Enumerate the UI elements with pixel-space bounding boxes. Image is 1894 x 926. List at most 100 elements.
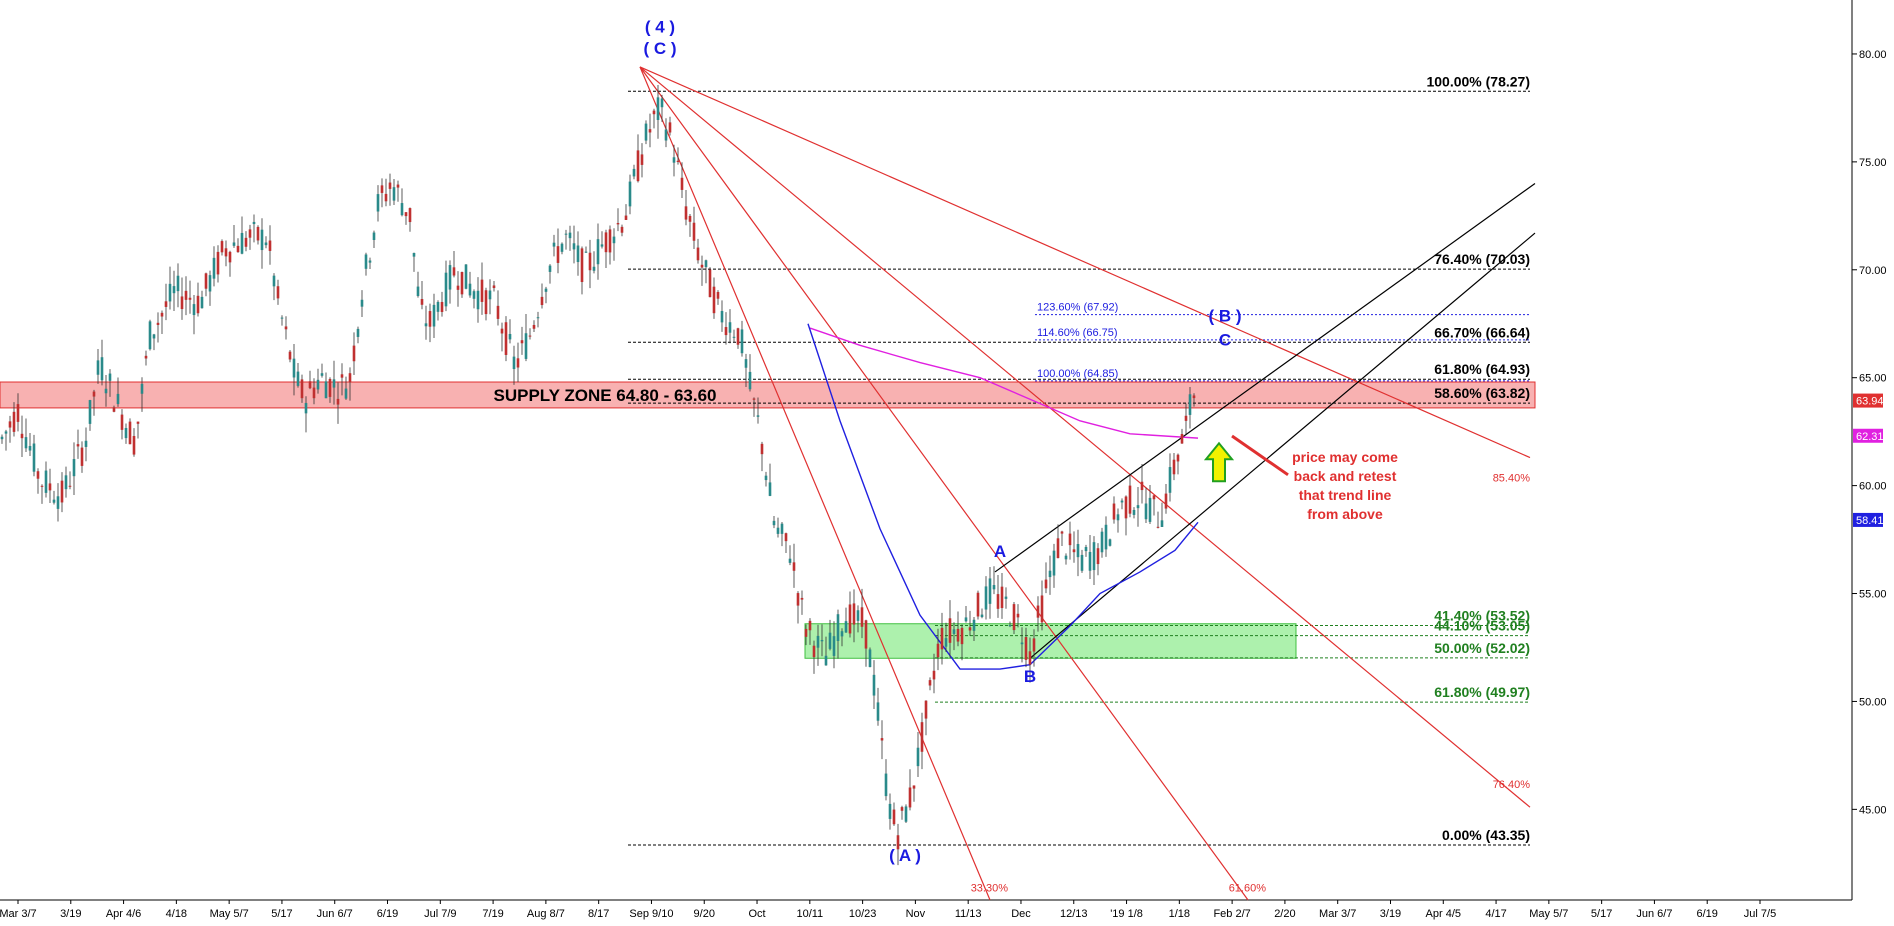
wave-label-1: ( C ) xyxy=(643,39,676,58)
candle-body-252 xyxy=(1008,624,1012,627)
candle-body-236 xyxy=(944,638,948,647)
candle-body-12 xyxy=(48,483,52,491)
candle-body-39 xyxy=(156,322,160,325)
candle-body-154 xyxy=(616,223,620,225)
candle-body-103 xyxy=(412,252,416,257)
candle-body-170 xyxy=(680,177,684,190)
candle-body-202 xyxy=(808,620,812,631)
candle-body-34 xyxy=(136,421,140,424)
candle-body-109 xyxy=(436,301,440,312)
candle-body-6 xyxy=(24,437,28,449)
candle-body-55 xyxy=(220,241,224,253)
candle-body-65 xyxy=(260,229,264,251)
x-tick-label-20: 12/13 xyxy=(1060,908,1088,920)
y-tick-label-7: 80.00 xyxy=(1859,49,1887,61)
candle-body-155 xyxy=(620,226,624,233)
fib-label-7: 44.10% (53.05) xyxy=(1434,618,1530,634)
x-tick-label-24: 2/20 xyxy=(1274,908,1295,920)
x-tick-label-2: Apr 4/6 xyxy=(106,908,141,920)
candle-body-173 xyxy=(692,222,696,241)
x-tick-label-23: Feb 2/7 xyxy=(1213,908,1250,920)
candle-body-246 xyxy=(984,586,988,610)
x-tick-label-11: 8/17 xyxy=(588,908,609,920)
candle-body-260 xyxy=(1040,595,1044,623)
candle-body-112 xyxy=(448,265,452,290)
candle-body-250 xyxy=(1000,586,1004,609)
candle-body-62 xyxy=(248,229,252,238)
x-tick-label-15: 10/11 xyxy=(796,908,823,920)
trend-line-4 xyxy=(994,182,1536,573)
candle-body-120 xyxy=(480,279,484,302)
y-tick-label-1: 50.00 xyxy=(1859,696,1887,708)
candle-body-179 xyxy=(716,292,720,299)
candle-body-24 xyxy=(96,360,100,375)
wave-label-0: ( 4 ) xyxy=(645,17,675,36)
candle-body-66 xyxy=(264,242,268,246)
candle-body-77 xyxy=(308,381,312,389)
candle-body-159 xyxy=(636,150,640,182)
candle-body-249 xyxy=(996,594,1000,609)
candle-body-116 xyxy=(464,264,468,289)
x-tick-label-17: Nov xyxy=(906,908,926,920)
candle-body-7 xyxy=(28,446,32,451)
candle-body-18 xyxy=(72,459,76,477)
candle-body-290 xyxy=(1160,520,1164,527)
wave-label-3: A xyxy=(994,542,1006,561)
y-tick-label-0: 45.00 xyxy=(1859,804,1887,816)
candle-body-84 xyxy=(336,398,340,405)
candle-body-278 xyxy=(1112,503,1116,520)
candle-body-200 xyxy=(800,597,804,600)
candle-body-209 xyxy=(836,614,840,641)
trend-line-2 xyxy=(639,66,1249,901)
x-tick-label-13: 9/20 xyxy=(694,908,715,920)
x-tick-label-7: 6/19 xyxy=(377,908,398,920)
candle-body-254 xyxy=(1016,613,1020,618)
candle-body-201 xyxy=(804,628,808,637)
candle-body-156 xyxy=(624,215,628,220)
candle-body-277 xyxy=(1108,539,1112,546)
candle-body-48 xyxy=(192,304,196,316)
candle-body-241 xyxy=(964,617,968,622)
candle-body-54 xyxy=(216,251,220,275)
candle-body-22 xyxy=(88,400,92,424)
candle-body-153 xyxy=(612,236,616,244)
candle-body-264 xyxy=(1056,538,1060,559)
candle-body-11 xyxy=(44,470,48,493)
candle-body-220 xyxy=(880,738,884,741)
candle-body-292 xyxy=(1168,467,1172,493)
candle-body-169 xyxy=(676,160,680,163)
price-tag-0: 63.94 xyxy=(1856,396,1884,408)
candle-body-186 xyxy=(744,359,748,368)
candle-body-32 xyxy=(128,421,132,445)
wave-label-2: ( A ) xyxy=(889,846,921,865)
candle-body-265 xyxy=(1060,531,1064,534)
annotation-line-3: from above xyxy=(1307,506,1383,522)
trend-label-1: 76.40% xyxy=(1493,779,1531,791)
x-tick-label-10: Aug 8/7 xyxy=(527,908,565,920)
candle-body-67 xyxy=(268,240,272,251)
candle-body-181 xyxy=(724,327,728,336)
candle-body-168 xyxy=(672,157,676,163)
fib-label-5: 0.00% (43.35) xyxy=(1442,827,1530,843)
candle-body-88 xyxy=(352,345,356,362)
candle-body-79 xyxy=(316,379,320,390)
candle-body-191 xyxy=(764,475,768,481)
x-tick-label-14: Oct xyxy=(748,908,765,920)
candle-body-97 xyxy=(388,182,392,189)
candle-body-274 xyxy=(1096,548,1100,565)
x-tick-label-4: May 5/7 xyxy=(210,908,249,920)
candle-body-106 xyxy=(424,323,428,327)
x-tick-label-8: Jul 7/9 xyxy=(424,908,456,920)
y-tick-label-4: 65.00 xyxy=(1859,373,1887,385)
candle-body-286 xyxy=(1144,503,1148,520)
candle-body-198 xyxy=(792,562,796,571)
candle-body-256 xyxy=(1024,637,1028,660)
candle-body-223 xyxy=(892,809,896,825)
candle-body-226 xyxy=(904,806,908,822)
candle-body-192 xyxy=(768,482,772,496)
candle-body-100 xyxy=(400,203,404,216)
candle-body-217 xyxy=(868,649,872,668)
candle-body-216 xyxy=(864,620,868,649)
candle-body-243 xyxy=(972,619,976,631)
candle-body-69 xyxy=(276,286,280,299)
